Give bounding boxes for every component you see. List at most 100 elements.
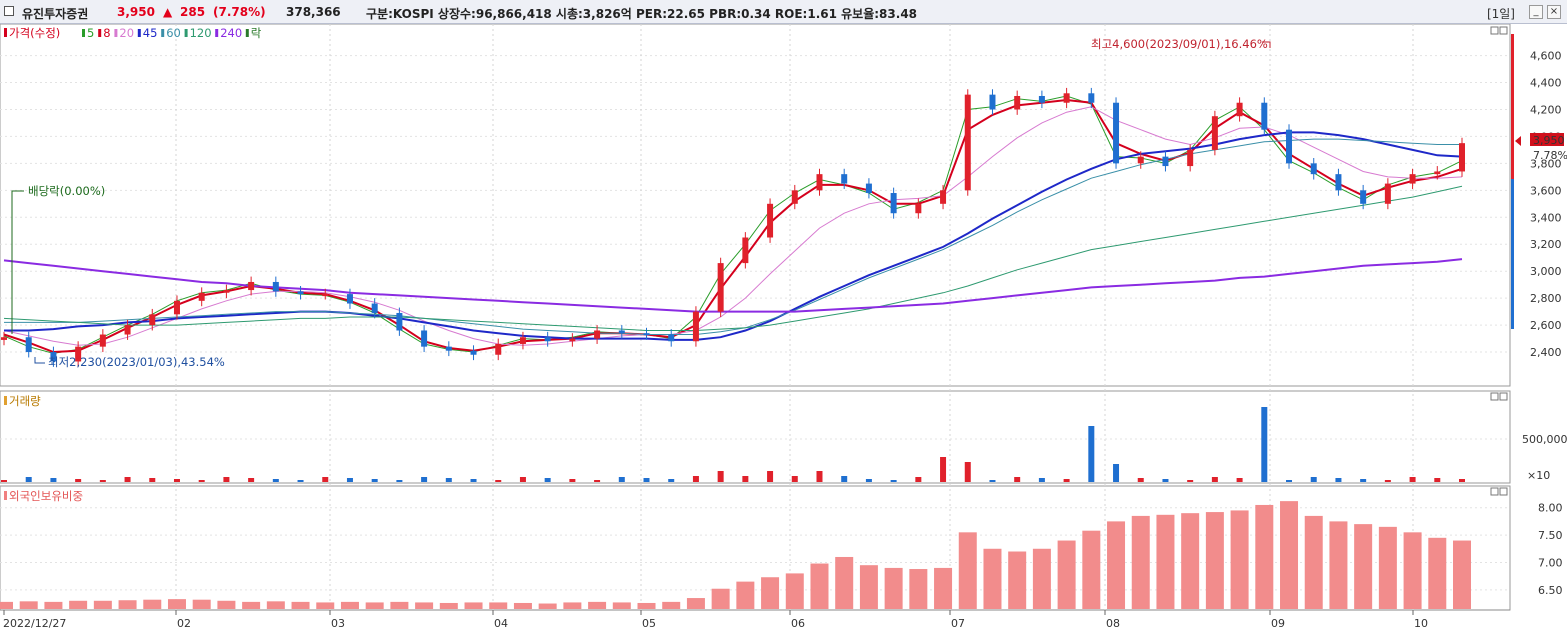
- candle-body: [989, 94, 996, 110]
- pane-buttons[interactable]: [1490, 26, 1508, 496]
- candle-body: [915, 203, 922, 214]
- volume-bar: [50, 478, 57, 482]
- candle-body: [1286, 129, 1293, 164]
- legend-item-label: 45: [143, 26, 158, 40]
- volume-bar: [1459, 479, 1465, 482]
- price-pane: [0, 24, 1511, 387]
- candle-body: [1063, 93, 1070, 103]
- x-tick-label: 02: [177, 617, 191, 630]
- foreign-bar: [266, 601, 285, 609]
- foreign-bar: [1255, 504, 1274, 609]
- candle-body: [1409, 174, 1416, 184]
- foreign-bar: [1082, 530, 1101, 609]
- volume-bar: [371, 479, 378, 482]
- volume-bar: [99, 480, 106, 482]
- high-arrow-icon: [1262, 41, 1271, 48]
- y-tick-label: 4,600: [1530, 50, 1562, 63]
- candle-body: [890, 193, 897, 214]
- candle-body: [1335, 174, 1342, 191]
- candle-body: [717, 263, 724, 312]
- volume-bar: [445, 478, 452, 482]
- volume-bar: [643, 478, 650, 482]
- foreign-bar: [390, 601, 409, 609]
- legend-item-label: 240: [220, 26, 242, 40]
- select-checkbox[interactable]: [4, 6, 14, 16]
- volume-bar: [1, 480, 7, 482]
- period-selector[interactable]: [1일]: [1486, 7, 1515, 21]
- candle-body: [124, 325, 131, 335]
- candle-body: [791, 190, 798, 204]
- foreign-bar: [365, 602, 384, 609]
- current-pct-tag: 7.78%: [1533, 149, 1567, 162]
- title-bar: 유진투자증권 3,950 ▲ 285 (7.78%) 378,366 구분:KO…: [0, 0, 1567, 24]
- candle-body: [25, 337, 32, 353]
- up-arrow-icon: ▲: [163, 5, 173, 19]
- legend-swatch: [161, 29, 165, 37]
- current-price: 3,950: [117, 5, 155, 19]
- candle-body: [1113, 102, 1120, 164]
- minimize-button[interactable]: _: [1529, 5, 1543, 19]
- grid-lines: [0, 24, 1510, 610]
- foreign-bar: [637, 602, 656, 609]
- foreign-bar: [884, 567, 903, 609]
- foreign-bar: [761, 577, 780, 609]
- y-tick-label: 6.50: [1538, 584, 1563, 597]
- y-tick-label: 3,600: [1530, 184, 1562, 197]
- x-tick-label: 08: [1106, 617, 1120, 630]
- volume-bar: [816, 471, 823, 482]
- foreign-bar: [612, 602, 631, 609]
- volume-bar: [421, 477, 428, 482]
- candle-body: [1434, 171, 1441, 175]
- foreign-bar: [464, 602, 483, 609]
- foreign-bar: [934, 567, 953, 609]
- x-tick-label: 10: [1414, 617, 1428, 630]
- volume-bar: [470, 479, 477, 482]
- volume-bar: [618, 477, 625, 482]
- ma-line-120: [3, 185, 1463, 331]
- volume-legend-label: 거래량: [9, 394, 41, 408]
- volume-bar: [890, 480, 897, 482]
- foreign-bar: [810, 563, 829, 609]
- foreign-bar: [686, 598, 705, 609]
- foreign-bar: [489, 602, 508, 609]
- candle-body: [1310, 163, 1317, 175]
- stock-chart: 2,400 2,600 2,800 3,000 3,200 3,400 3,600 3,800…: [0, 24, 1567, 630]
- volume-bar: [1384, 480, 1391, 482]
- candle-body: [470, 350, 477, 355]
- legend-item-label: 8: [103, 26, 110, 40]
- volume-bar: [1088, 426, 1095, 482]
- volume-bar: [1310, 477, 1317, 482]
- volume-bar: [1137, 478, 1144, 482]
- volume-bar: [248, 478, 255, 482]
- high-annotation: 최고4,600(2023/09/01),16.46%: [1091, 37, 1268, 51]
- y-tick-label: 500,000: [1522, 433, 1567, 446]
- volume-bar: [717, 471, 724, 482]
- foreign-bar: [69, 600, 88, 609]
- price-change-pct: (7.78%): [213, 5, 266, 19]
- legend-item-label: 가격(수정): [9, 26, 60, 40]
- candle-body: [1459, 143, 1465, 172]
- x-tick-label: 05: [642, 617, 656, 630]
- volume-bar: [692, 476, 699, 482]
- legend-marker: [4, 28, 7, 37]
- foreign-bar: [19, 601, 38, 609]
- x-tick-label: 09: [1271, 617, 1285, 630]
- x-tick-label: 04: [494, 617, 508, 630]
- foreign-bar: [785, 573, 804, 609]
- candle-body: [149, 314, 156, 326]
- foreign-bar: [662, 601, 681, 609]
- volume-bar: [1236, 478, 1243, 482]
- candle-body: [1360, 190, 1367, 204]
- candle-body: [569, 338, 576, 342]
- volume-bar: [198, 480, 205, 482]
- volume-bar: [1434, 478, 1441, 482]
- foreign-bar: [1057, 540, 1076, 609]
- foreign-bar: [736, 581, 755, 609]
- candle-body: [173, 300, 180, 315]
- candle-body: [1038, 95, 1045, 103]
- legend-item-label: 락: [251, 26, 262, 40]
- legend-swatch: [114, 29, 118, 37]
- close-button[interactable]: ×: [1547, 5, 1561, 19]
- volume-bar: [1211, 477, 1218, 482]
- candle-body: [519, 337, 526, 344]
